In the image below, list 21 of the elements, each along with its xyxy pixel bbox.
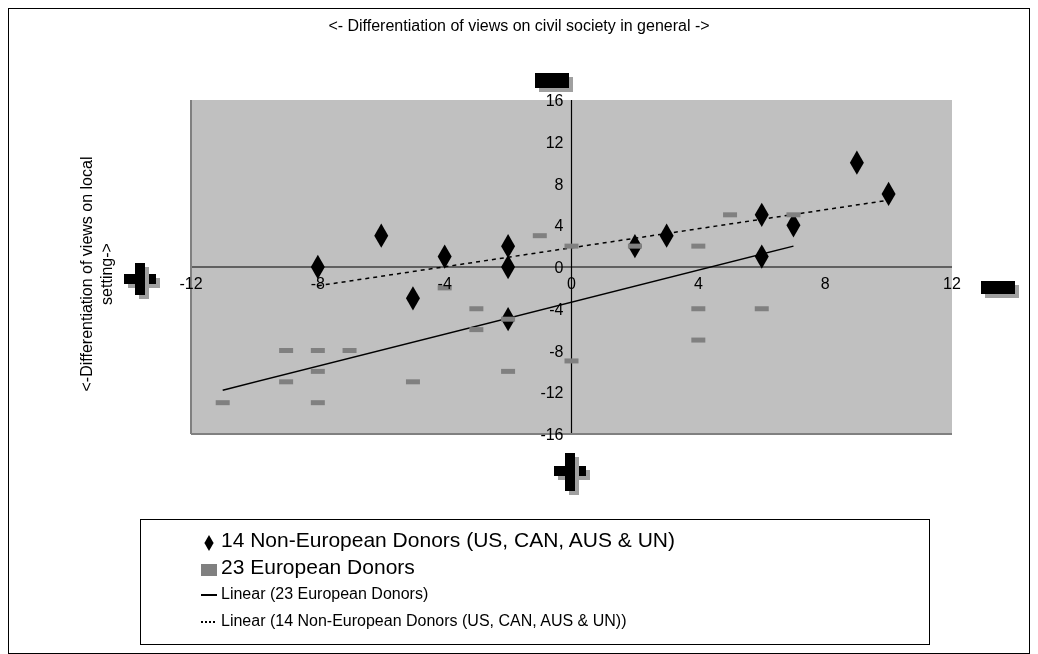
y-axis-title: <-Differentiation of views on local setting-> — [77, 155, 116, 394]
x-tick-label: -12 — [179, 275, 203, 292]
y-tick-label: 4 — [554, 217, 564, 235]
x-tick-label: -8 — [310, 275, 326, 292]
x-tick-label: 4 — [693, 275, 703, 292]
x-tick-label: 12 — [943, 275, 961, 292]
y-tick-label: 12 — [545, 133, 564, 151]
x-tick-label: -4 — [437, 275, 452, 292]
x-tick-label: 8 — [820, 275, 830, 292]
y-tick-label: -16 — [540, 426, 564, 443]
y-tick-label: 8 — [554, 175, 564, 193]
y-tick-label: -12 — [540, 384, 564, 402]
y-tick-label: -8 — [549, 342, 564, 360]
legend-label: Linear (23 European Donors) — [221, 585, 429, 602]
legend-label: 14 Non-European Donors (US, CAN, AUS & UN) — [221, 528, 676, 551]
y-tick-label: -4 — [549, 300, 564, 318]
legend-label: 23 European Donors — [221, 555, 415, 578]
x-axis-title: <- Differentiation of views on civil society in general -> — [327, 17, 711, 35]
legend-label: Linear (14 Non-European Donors (US, CAN, AUS & UN)) — [221, 612, 627, 629]
y-tick-label: 16 — [545, 92, 564, 109]
y-tick-label: 0 — [554, 259, 564, 276]
